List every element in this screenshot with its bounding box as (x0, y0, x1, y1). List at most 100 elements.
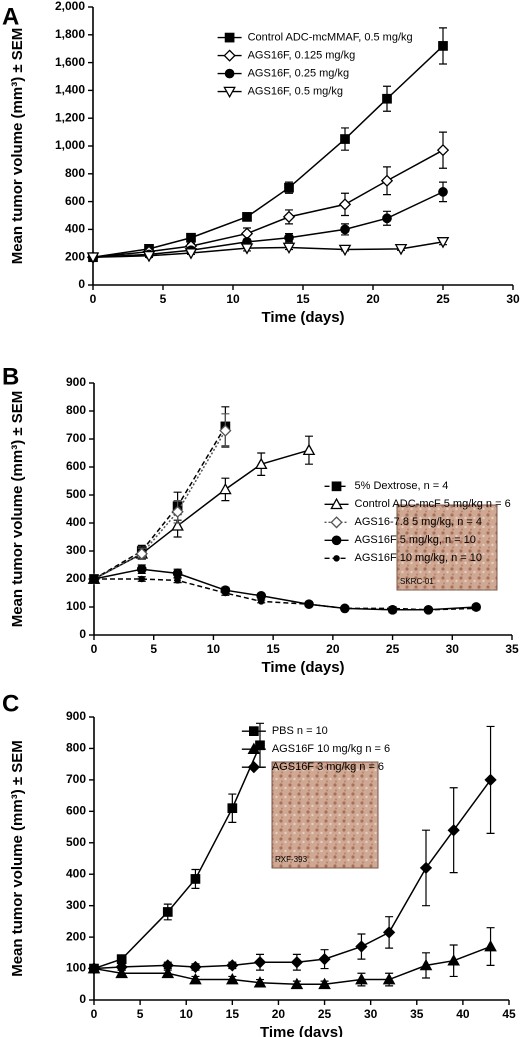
data-point (171, 505, 184, 518)
data-point (425, 606, 432, 614)
x-tick-label: 40 (456, 1007, 470, 1021)
data-point (341, 605, 349, 612)
data-point (436, 237, 450, 249)
data-point (305, 600, 313, 608)
x-tick-label: 25 (386, 642, 400, 656)
x-tick-label: 30 (446, 642, 460, 656)
data-point (226, 973, 239, 985)
data-point (290, 977, 304, 990)
series-line (93, 426, 227, 580)
y-axis-label: Mean tumor volume (mm³) ± SEM (9, 391, 26, 628)
x-axis-label: Time (days) (261, 309, 344, 326)
y-tick-label: 0 (79, 992, 86, 1006)
x-tick-label: 15 (226, 1007, 240, 1021)
data-point (355, 973, 368, 985)
data-point (355, 940, 368, 953)
data-point (282, 242, 296, 255)
y-tick-label: 200 (66, 571, 86, 585)
x-tick-label: 35 (505, 642, 519, 656)
legend-label: 5% Dextrose, n = 4 (355, 480, 449, 492)
y-tick-label: 600 (66, 804, 86, 818)
data-point (226, 959, 239, 972)
legend-marker (224, 32, 235, 43)
legend-marker (331, 535, 342, 546)
data-point (138, 575, 146, 583)
data-point (447, 824, 460, 837)
data-point (436, 144, 450, 157)
data-point (162, 907, 173, 917)
data-point (382, 213, 392, 224)
legend-label: AGS16F 10 mg/kg n = 6 (272, 743, 390, 755)
legend-marker (331, 481, 342, 492)
data-point (284, 232, 294, 243)
data-point (338, 244, 352, 257)
series-line (94, 578, 477, 611)
legend-label: AGS16F, 0.125 mg/kg (248, 49, 356, 61)
data-point (219, 482, 232, 495)
data-point (338, 198, 352, 211)
y-tick-label: 100 (66, 599, 86, 613)
x-tick-label: 25 (318, 1007, 332, 1021)
data-point (86, 252, 100, 264)
data-point (189, 973, 202, 985)
data-point (240, 243, 254, 255)
y-tick-label: 1,600 (55, 55, 85, 69)
x-tick-label: 0 (90, 292, 97, 306)
y-tick-label: 1,000 (55, 138, 85, 152)
data-point (380, 174, 394, 187)
data-point (290, 956, 304, 969)
data-point (340, 224, 350, 235)
data-point (255, 740, 265, 751)
data-point (419, 861, 433, 875)
x-tick-label: 0 (91, 1007, 98, 1021)
data-point (389, 605, 396, 612)
y-tick-label: 0 (78, 277, 85, 291)
y-tick-label: 200 (66, 929, 86, 943)
data-point (254, 457, 268, 470)
y-tick-label: 1,400 (55, 83, 85, 97)
data-point (184, 248, 198, 260)
y-tick-label: 400 (66, 515, 86, 529)
data-point (394, 244, 408, 256)
x-axis-label: Time (days) (260, 1024, 343, 1037)
inset-image (396, 504, 498, 591)
x-tick-label: 0 (91, 642, 98, 656)
inset-label: SKRC-01 (400, 577, 434, 586)
legend-marker (223, 86, 236, 99)
y-tick-label: 700 (66, 772, 86, 786)
data-point (382, 926, 396, 939)
data-point (115, 960, 128, 974)
legend-label: Control ADC-mcF 5 mg/kg n = 6 (355, 498, 511, 510)
x-tick-label: 20 (366, 292, 380, 306)
panel-label: A (2, 3, 19, 30)
data-point (174, 577, 181, 584)
data-point (189, 960, 202, 974)
y-tick-label: 600 (65, 194, 85, 208)
y-tick-label: 900 (66, 375, 86, 389)
series-line (93, 744, 261, 970)
x-tick-label: 10 (180, 1007, 194, 1021)
data-point (222, 589, 229, 597)
y-tick-label: 200 (65, 249, 85, 263)
legend-marker (247, 742, 261, 754)
legend-marker (330, 497, 343, 510)
legend-label: AGS16-7.8 5 mg/kg, n = 4 (355, 516, 483, 528)
data-point (282, 210, 296, 224)
y-tick-label: 800 (65, 166, 85, 180)
x-tick-label: 10 (226, 292, 240, 306)
data-point (340, 134, 350, 144)
series-line (92, 241, 444, 258)
panel-label: B (2, 363, 19, 390)
data-point (318, 977, 331, 990)
data-point (382, 93, 392, 104)
y-tick-label: 900 (66, 709, 86, 723)
series-line (93, 449, 310, 580)
x-tick-label: 15 (296, 292, 310, 306)
data-point (242, 212, 252, 222)
x-tick-label: 20 (326, 642, 340, 656)
legend-marker (333, 555, 340, 562)
y-tick-label: 0 (79, 627, 86, 641)
data-point (142, 250, 156, 263)
x-tick-label: 25 (436, 292, 450, 306)
x-tick-label: 20 (272, 1007, 286, 1021)
